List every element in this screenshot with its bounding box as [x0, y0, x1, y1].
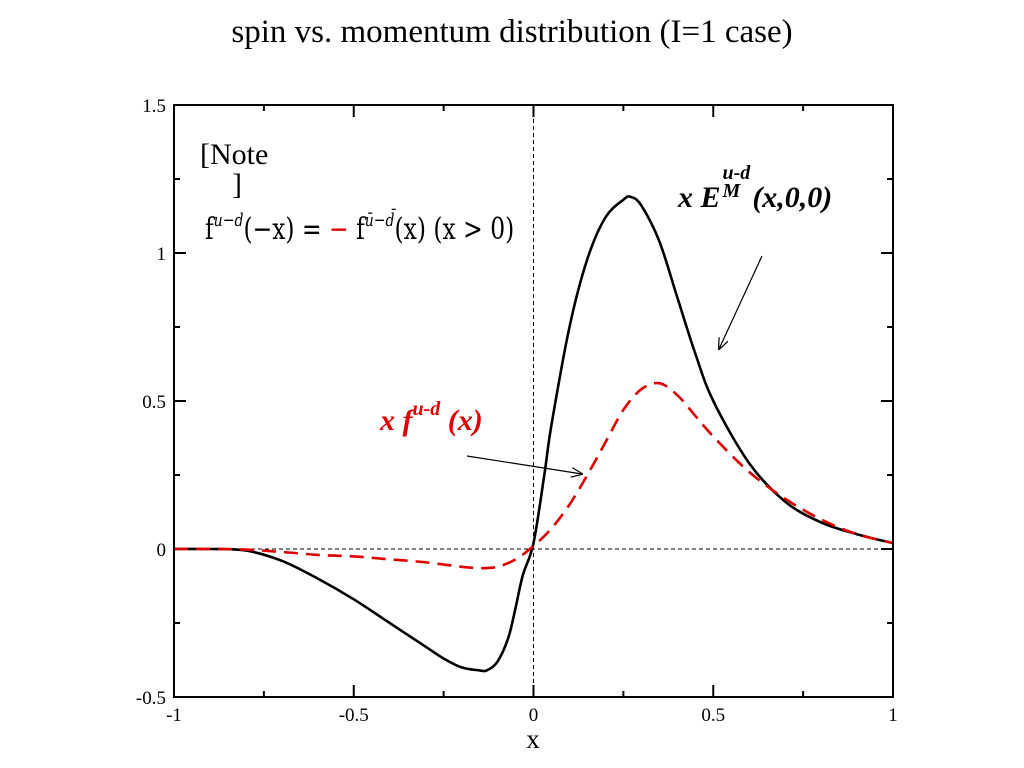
e-label-prefix: x E — [678, 181, 721, 214]
x-tick-label: 1 — [888, 705, 898, 726]
y-tick-label: 1.5 — [142, 96, 166, 117]
formula-arg1: (−x) = — [243, 212, 330, 247]
e-label-sup: u-d — [722, 162, 751, 184]
formula-sup2: ū−d̄ — [364, 210, 395, 231]
chart-title: spin vs. momentum distribution (I=1 case… — [231, 14, 793, 50]
formula-f1: f — [205, 212, 214, 247]
series-line-f — [173, 381, 894, 570]
x-axis-label: x — [526, 724, 540, 754]
x-tick-label: -0.5 — [339, 705, 369, 726]
e-label-arrow — [719, 255, 763, 349]
note-open: [Note — [200, 138, 269, 171]
plot-frame — [173, 104, 894, 698]
y-tick-label: 0 — [157, 540, 167, 561]
y-tick-label: 1 — [157, 244, 167, 265]
formula-minus: − — [329, 212, 349, 247]
formula-arg2: (x) (x > 0) — [394, 212, 515, 247]
x-tick-label: -1 — [166, 705, 182, 726]
note-close: ] — [232, 168, 242, 201]
e-label-args: (x,0,0) — [752, 181, 833, 214]
y-tick-label: 0.5 — [142, 392, 166, 413]
formula-sup1: u−d — [213, 210, 244, 231]
f-label-arrow — [466, 455, 582, 474]
series-line-e-m — [173, 195, 894, 673]
y-tick-label: -0.5 — [136, 688, 166, 709]
e-label-sub: M — [722, 180, 741, 202]
f-label-args: (x) — [440, 404, 483, 437]
f-label-sup: u-d — [412, 398, 441, 420]
f-label-prefix: x f — [380, 404, 413, 437]
f-series-label: x fu-d (x) — [380, 398, 483, 438]
relation-formula: fu−d(−x) = − fū−d̄(x) (x > 0) — [205, 210, 515, 247]
x-tick-label: 0 — [529, 705, 539, 726]
x-tick-label: 0.5 — [701, 705, 725, 726]
formula-f2: f — [348, 212, 365, 247]
